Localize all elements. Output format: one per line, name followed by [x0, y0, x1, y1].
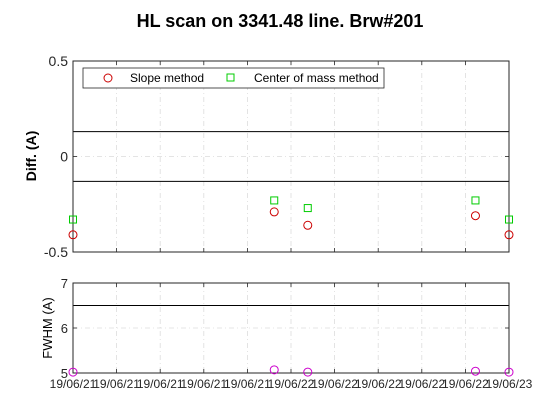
series-1-point	[270, 196, 279, 205]
legend-marker-com	[226, 73, 235, 82]
series-0-point	[303, 367, 313, 377]
y-tick-label: 0	[60, 149, 68, 165]
x-tick-label: 19/06/22	[442, 377, 489, 391]
x-tick-label: 19/06/21	[180, 377, 227, 391]
fwhm-points	[68, 365, 514, 377]
series-0-point	[68, 230, 78, 240]
figure-title: HL scan on 3341.48 line. Brw#201	[137, 11, 424, 31]
x-tick-label: 19/06/21	[137, 377, 184, 391]
x-tick-label: 19/06/22	[398, 377, 445, 391]
diff-ylabel: Diff. (A)	[23, 131, 39, 182]
x-tick-label: 19/06/22	[311, 377, 358, 391]
legend-label-slope: Slope method	[130, 71, 204, 85]
legend-label-com: Center of mass method	[254, 71, 379, 85]
y-tick-label: 6	[61, 321, 68, 336]
fwhm-grid	[72, 282, 510, 374]
series-1-point	[69, 215, 77, 224]
x-tick-label: 19/06/21	[50, 377, 97, 391]
y-tick-label: 0.5	[49, 53, 69, 69]
series-0-point	[470, 366, 480, 376]
y-tick-label: 7	[61, 276, 68, 291]
y-tick-label: 5	[61, 366, 68, 381]
series-0-point	[504, 230, 514, 240]
series-0-point	[470, 211, 480, 221]
legend: Slope method Center of mass method	[82, 67, 385, 89]
series-0-point	[504, 367, 514, 377]
diff-panel: 0.5 0 -0.5 Diff. (A) Slope method Center o…	[23, 53, 514, 260]
series-0-point	[303, 220, 313, 230]
diff-reflines	[73, 131, 509, 182]
x-tick-label: 19/06/21	[224, 377, 271, 391]
x-tick-label: 19/06/21	[93, 377, 140, 391]
diff-points	[68, 196, 514, 240]
legend-marker-slope	[103, 73, 113, 83]
series-1-point	[505, 215, 513, 224]
diff-ticks	[72, 60, 510, 253]
diff-grid	[72, 60, 510, 253]
fwhm-ylabel: FWHM (A)	[40, 297, 55, 358]
y-tick-label: -0.5	[44, 244, 68, 260]
series-0-point	[269, 365, 279, 375]
series-1-point	[471, 196, 480, 205]
fwhm-xtick-labels: 19/06/2119/06/2119/06/2119/06/2119/06/21…	[50, 377, 533, 391]
series-1-point	[303, 204, 312, 213]
series-0-point	[269, 207, 279, 217]
x-tick-label: 19/06/22	[268, 377, 315, 391]
series-0-point	[68, 367, 78, 377]
fwhm-ticks	[72, 282, 510, 374]
fwhm-ytick-labels: 7 6 5	[61, 276, 68, 381]
x-tick-label: 19/06/22	[355, 377, 402, 391]
fwhm-panel: 765 19/06/2119/06/2119/06/2119/06/2119/0…	[40, 276, 533, 391]
diff-ytick-labels: 0.5 0 -0.5	[44, 53, 68, 260]
x-tick-label: 19/06/23	[486, 377, 533, 391]
